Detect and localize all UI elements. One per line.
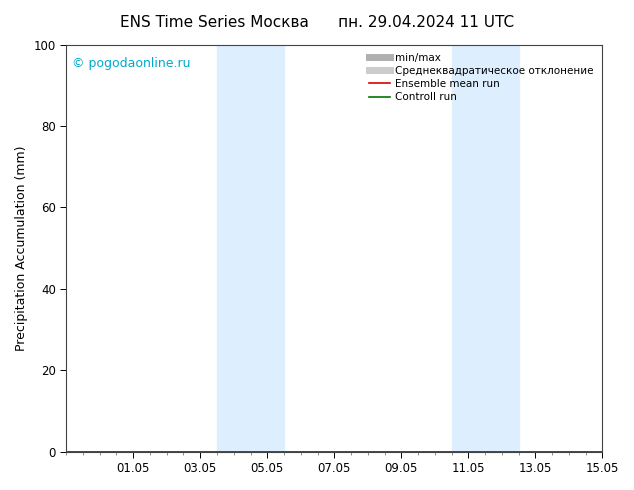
Legend: min/max, Среднеквадратическое отклонение, Ensemble mean run, Controll run: min/max, Среднеквадратическое отклонение…: [366, 49, 597, 105]
Text: ENS Time Series Москва      пн. 29.04.2024 11 UTC: ENS Time Series Москва пн. 29.04.2024 11…: [120, 15, 514, 30]
Bar: [217, 45, 284, 452]
Y-axis label: Precipitation Accumulation (mm): Precipitation Accumulation (mm): [15, 146, 28, 351]
Bar: [451, 45, 519, 452]
Text: © pogodaonline.ru: © pogodaonline.ru: [72, 57, 190, 70]
